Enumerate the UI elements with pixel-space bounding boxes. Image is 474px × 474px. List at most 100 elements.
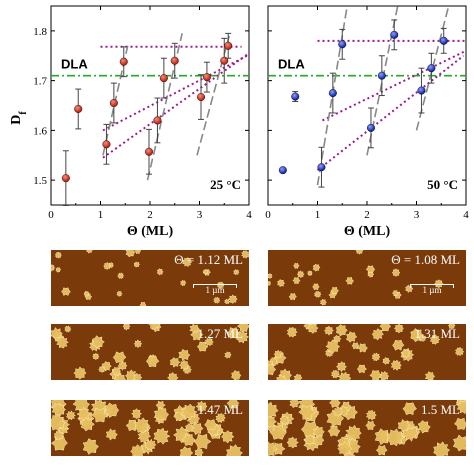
afm-island bbox=[391, 268, 401, 277]
afm-island bbox=[454, 346, 465, 357]
afm-islands bbox=[51, 400, 243, 456]
afm-island bbox=[296, 270, 305, 279]
afm-island bbox=[365, 409, 377, 421]
afm-island bbox=[139, 302, 147, 306]
data-point bbox=[145, 147, 154, 156]
afm-island bbox=[424, 371, 436, 380]
afm-island bbox=[226, 444, 243, 456]
afm-island bbox=[379, 324, 392, 332]
afm-island bbox=[180, 403, 198, 421]
afm-island bbox=[331, 369, 340, 379]
afm-island bbox=[369, 370, 382, 380]
x-axis-label: Θ (ML) bbox=[344, 224, 391, 239]
afm-island bbox=[117, 272, 125, 280]
afm-image-1-27ml: 1.27 ML bbox=[51, 324, 249, 380]
afm-island bbox=[268, 401, 279, 420]
afm-island bbox=[329, 400, 341, 408]
afm-island bbox=[178, 348, 191, 362]
afm-island bbox=[86, 250, 93, 254]
afm-island bbox=[51, 435, 68, 451]
data-point bbox=[196, 93, 205, 102]
afm-island bbox=[226, 327, 240, 339]
x-tick-label: 0 bbox=[48, 209, 54, 221]
afm-island bbox=[221, 430, 235, 444]
afm-coverage-label: Θ = 1.12 ML bbox=[174, 252, 243, 267]
afm-island bbox=[286, 436, 299, 449]
afm-island bbox=[292, 277, 301, 285]
afm-island bbox=[434, 279, 444, 289]
afm-island bbox=[333, 334, 342, 343]
afm-island bbox=[61, 287, 71, 296]
afm-island bbox=[233, 268, 240, 276]
afm-island bbox=[130, 444, 145, 456]
afm-coverage-label: Θ = 1.08 ML bbox=[391, 252, 460, 267]
afm-island bbox=[397, 418, 411, 433]
x-axis-label: Θ (ML) bbox=[127, 224, 174, 239]
afm-island bbox=[330, 286, 339, 295]
afm-island bbox=[391, 290, 400, 297]
afm-island bbox=[324, 325, 334, 336]
afm-island bbox=[312, 263, 321, 272]
scale-bar: 1 µm bbox=[193, 284, 237, 295]
y-axis-label: Df bbox=[9, 111, 29, 125]
afm-island bbox=[371, 328, 385, 341]
afm-island bbox=[226, 400, 240, 409]
afm-island bbox=[216, 281, 225, 290]
afm-island bbox=[276, 374, 288, 380]
afm-island bbox=[320, 298, 327, 306]
afm-island bbox=[91, 335, 105, 349]
data-point bbox=[159, 74, 168, 83]
afm-island bbox=[312, 283, 320, 291]
afm-island bbox=[375, 445, 388, 456]
afm-coverage-label: 1.5 ML bbox=[421, 402, 460, 417]
afm-island bbox=[169, 357, 181, 368]
afm-island bbox=[144, 438, 157, 451]
afm-island bbox=[224, 351, 232, 359]
afm-island bbox=[173, 412, 184, 422]
afm-island bbox=[103, 261, 112, 271]
afm-island bbox=[51, 263, 56, 272]
fit-dashed-line bbox=[146, 33, 183, 181]
afm-island bbox=[355, 250, 364, 255]
x-tick-label: 1 bbox=[98, 209, 104, 221]
afm-island bbox=[227, 294, 238, 304]
afm-coverage-label: 1.31 ML bbox=[414, 326, 461, 341]
fit-dashed-line bbox=[196, 35, 230, 156]
afm-island bbox=[133, 372, 143, 380]
afm-island bbox=[53, 430, 64, 441]
fit-dotted-line bbox=[102, 52, 249, 159]
afm-island bbox=[277, 279, 286, 288]
x-tick-label: 1 bbox=[315, 209, 321, 221]
afm-island bbox=[103, 402, 120, 418]
fit-dotted-line bbox=[102, 53, 249, 132]
afm-island bbox=[402, 402, 417, 416]
afm-island bbox=[286, 326, 298, 338]
afm-island bbox=[204, 337, 214, 347]
afm-island bbox=[137, 429, 151, 444]
afm-island bbox=[178, 360, 190, 371]
afm-image-1-12ml: Θ = 1.12 ML 1 µm bbox=[51, 250, 249, 306]
afm-island bbox=[55, 266, 62, 273]
scale-bar-label: 1 µm bbox=[205, 285, 225, 295]
afm-islands bbox=[51, 250, 249, 306]
afm-island bbox=[268, 415, 278, 428]
afm-island bbox=[325, 339, 341, 354]
afm-island bbox=[268, 272, 273, 279]
y-tick-label: 1.6 bbox=[33, 125, 47, 137]
afm-island bbox=[51, 413, 67, 432]
afm-image-1-5ml: 1.5 ML bbox=[268, 400, 466, 456]
afm-islands bbox=[51, 324, 249, 380]
afm-island bbox=[293, 373, 303, 380]
afm-island bbox=[134, 417, 151, 434]
afm-island bbox=[125, 250, 136, 258]
afm-island bbox=[133, 339, 143, 349]
afm-image-1-08ml: Θ = 1.08 ML 1 µm bbox=[268, 250, 466, 306]
data-point bbox=[291, 92, 300, 101]
afm-island bbox=[145, 355, 160, 368]
afm-island bbox=[51, 402, 66, 417]
afm-islands bbox=[268, 324, 465, 380]
plots-svg: Df 0 1 2 3 4 1.5 1.6 1.7 1.8 Θ (ML) DLA 25 °C 0 1 2 3 4… bbox=[9, 5, 469, 239]
afm-island bbox=[338, 371, 352, 380]
afm-island bbox=[390, 359, 402, 371]
afm-island bbox=[306, 324, 319, 334]
